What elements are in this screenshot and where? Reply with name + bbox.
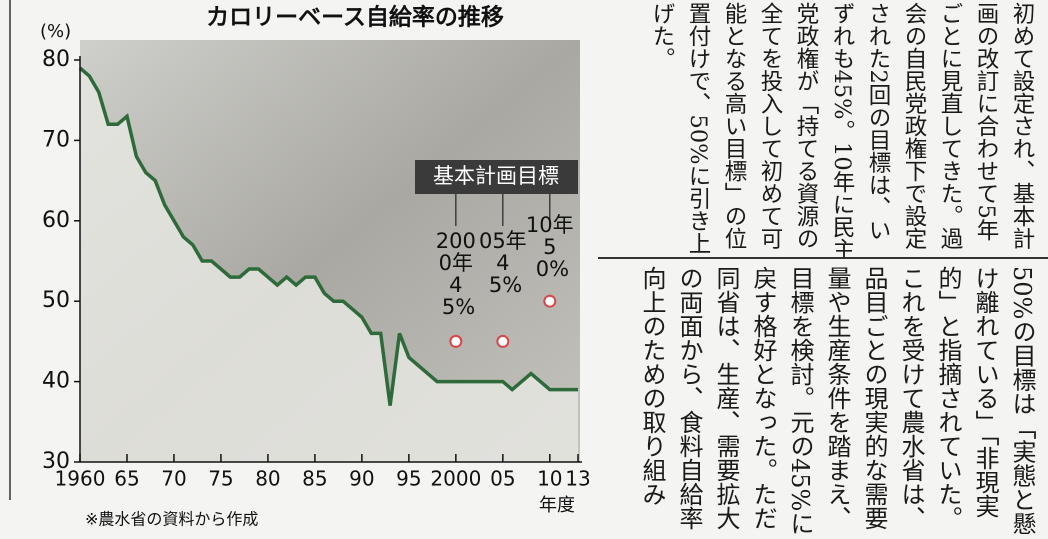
article-top: 初めて設定され、基本計画の改訂に合わせて5年ごとに見直してきた。過会の自民党政権… — [608, 2, 1040, 252]
text-column: 向上のための取り組み — [633, 266, 670, 539]
target-value: 45% — [442, 274, 470, 318]
article-bottom: 50%の目標は「実態と懸け離れている」「非現実的」と指摘されていた。これを受けて… — [630, 266, 1040, 539]
target-value: 50% — [536, 236, 564, 280]
text-column: 量や生産条件を踏まえ、 — [818, 266, 855, 539]
text-column: げた。 — [644, 2, 680, 252]
x-tick-label: 05 — [490, 467, 515, 491]
y-tick-label: 60 — [42, 208, 70, 233]
text-column: された2回の目標は、い — [860, 2, 896, 252]
target-point — [450, 336, 461, 347]
text-column: 目標を検討。元の45%に — [781, 266, 818, 539]
x-tick-label: 95 — [396, 467, 421, 491]
text-column: 初めて設定され、基本計 — [1004, 2, 1040, 252]
target-value: 45% — [489, 252, 517, 296]
x-tick-label: 2000 — [430, 467, 481, 491]
y-tick-label: 70 — [42, 127, 70, 152]
x-tick-label: 90 — [349, 467, 374, 491]
y-axis-label: (%) — [40, 21, 71, 42]
text-column: け離れている」「非現実 — [966, 266, 1003, 539]
text-column: これを受けて農水省は、 — [892, 266, 929, 539]
text-column: ごとに見直してきた。過 — [932, 2, 968, 252]
y-tick-label: 80 — [42, 47, 70, 72]
text-column: 能となる高い目標」の位 — [716, 2, 752, 252]
text-column: 同省は、生産、需要拡大 — [707, 266, 744, 539]
x-tick-label: 1960 — [55, 467, 106, 491]
text-column: 全てを投入して初めて可 — [752, 2, 788, 252]
text-column: 戻す格好となった。ただ — [744, 266, 781, 539]
target-title: 基本計画目標 — [433, 164, 559, 188]
chart-title: カロリーベース自給率の推移 — [206, 4, 504, 31]
x-tick-label: 65 — [114, 467, 139, 491]
target-year: 05年 — [478, 230, 528, 252]
text-column: 会の自民党政権下で設定 — [896, 2, 932, 252]
text-column: 的」と指摘されていた。 — [929, 266, 966, 539]
text-column: 置付けで、50%に引き上 — [680, 2, 716, 252]
text-column: 画の改訂に合わせて5年 — [968, 2, 1004, 252]
y-tick-label: 40 — [42, 369, 70, 394]
x-tick-label: 80 — [255, 467, 280, 491]
target-year: 10年 — [525, 214, 575, 236]
target-point — [497, 336, 508, 347]
x-axis-label: 年度 — [539, 495, 575, 516]
x-tick-label: 13 — [565, 467, 590, 491]
y-tick-label: 50 — [42, 288, 70, 313]
x-tick-label: 10 — [537, 467, 562, 491]
source-note: ※農水省の資料から作成 — [85, 510, 258, 529]
x-tick-label: 75 — [208, 467, 233, 491]
target-year: 2000年 — [431, 230, 481, 274]
target-point — [544, 296, 555, 307]
text-column: ずれも45%。10年に民主 — [824, 2, 860, 252]
page: カロリーベース自給率の推移 (%) 年度 ※農水省の資料から作成 基本計画目標 … — [0, 0, 1048, 539]
text-column: 品目ごとの現実的な需要 — [855, 266, 892, 539]
text-column: の両面から、食料自給率 — [670, 266, 707, 539]
divider — [598, 257, 1048, 259]
text-column: 党政権が「持てる資源の — [788, 2, 824, 252]
x-tick-label: 85 — [302, 467, 327, 491]
text-column: 50%の目標は「実態と懸 — [1003, 266, 1040, 539]
x-tick-label: 70 — [161, 467, 186, 491]
